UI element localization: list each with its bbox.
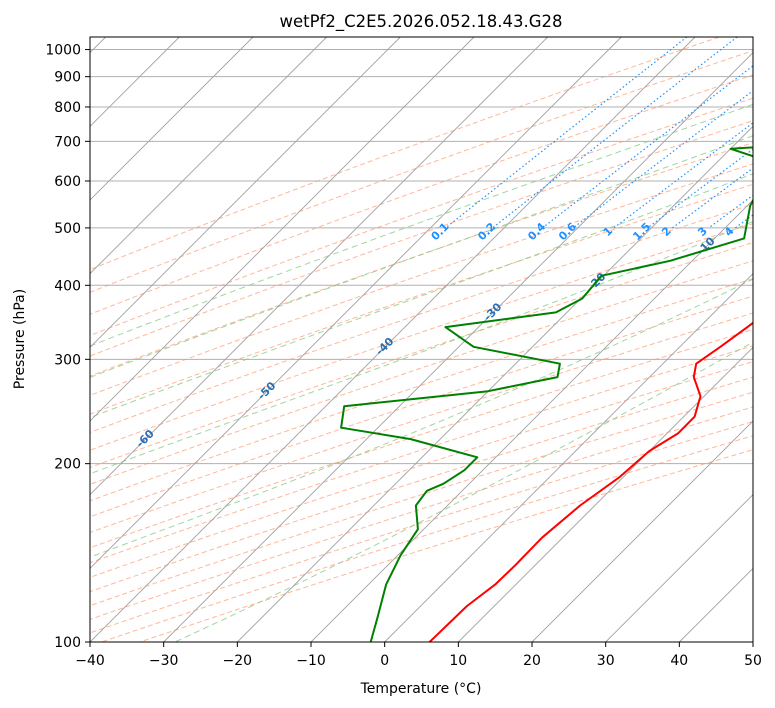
profile-series (340, 146, 753, 642)
isotherm-line (163, 52, 753, 642)
y-tick-label: 800 (54, 100, 81, 116)
dry-adiabat-line (90, 37, 720, 271)
moist-adiabat-line (90, 278, 753, 558)
isotherm-line (605, 494, 753, 642)
isotherm-line (90, 37, 475, 422)
isotherm-line (90, 37, 254, 201)
y-tick-label: 400 (54, 278, 81, 294)
y-axis-title: Pressure (hPa) (12, 289, 28, 389)
x-axis-title: Temperature (°C) (360, 681, 482, 697)
x-tick-label: −20 (223, 653, 253, 669)
y-tick-label: 100 (54, 635, 81, 651)
y-tick-label: 1000 (45, 43, 81, 59)
y-axis-ticks: 100 200 300 400 500 600 700 800 900 1000 (45, 43, 90, 651)
isotherm-line (310, 199, 753, 642)
temperature-profile-line (428, 321, 753, 642)
x-tick-label: 40 (670, 653, 688, 669)
y-tick-label: 600 (54, 174, 81, 190)
mixing-ratio-line (492, 37, 738, 229)
pressure-gridlines (90, 49, 753, 642)
dry-adiabat-line (90, 312, 753, 534)
mixing-ratio-lines (445, 37, 753, 229)
isotherm-line (384, 273, 753, 642)
chart-title: wetPf2_C2E5.2026.052.18.43.G28 (279, 12, 562, 32)
y-tick-label: 200 (54, 457, 81, 473)
mixing-ratio-line (672, 167, 753, 229)
x-axis-ticks: −40 −30 −20 −10 0 10 20 30 40 50 (75, 642, 762, 669)
x-tick-label: −40 (75, 653, 105, 669)
isotherm-line (90, 37, 696, 642)
y-tick-label: 700 (54, 134, 81, 150)
dry-adiabat-line (90, 345, 753, 564)
x-tick-label: −10 (296, 653, 326, 669)
x-tick-label: 10 (449, 653, 467, 669)
dry-adiabat-line (90, 97, 753, 337)
y-tick-label: 900 (54, 70, 81, 86)
plot-frame (89, 36, 754, 643)
y-tick-label: 500 (54, 221, 81, 237)
dewpoint-profile-line (340, 146, 753, 642)
dry-adiabat-line (90, 376, 753, 593)
x-tick-label: 50 (744, 653, 762, 669)
dry-adiabat-line (90, 361, 753, 578)
mixing-ratio-line (542, 65, 753, 229)
dry-adiabat-line (90, 163, 753, 396)
isotherm-line (458, 346, 753, 642)
x-tick-label: 20 (523, 653, 541, 669)
dry-adiabat-line (90, 391, 753, 607)
dry-adiabat-line (90, 278, 753, 502)
isotherm-line (90, 37, 401, 348)
isotherms (90, 37, 753, 642)
isotherm-line (90, 37, 622, 569)
mixing-ratio-line (572, 89, 753, 229)
isotherm-line (90, 37, 327, 275)
y-tick-label: 300 (54, 352, 81, 368)
isotherm-line (90, 37, 548, 496)
isotherm-line (237, 125, 753, 642)
dry-adiabat-line (90, 50, 753, 293)
x-tick-label: 0 (380, 653, 389, 669)
moist-adiabat-line (90, 220, 753, 475)
dry-adiabat-line (90, 329, 753, 549)
dry-adiabat-line (90, 142, 753, 377)
isotherm-line (531, 420, 753, 642)
dry-adiabat-line (90, 241, 753, 469)
x-tick-label: 30 (597, 653, 615, 669)
x-tick-label: −30 (149, 653, 179, 669)
